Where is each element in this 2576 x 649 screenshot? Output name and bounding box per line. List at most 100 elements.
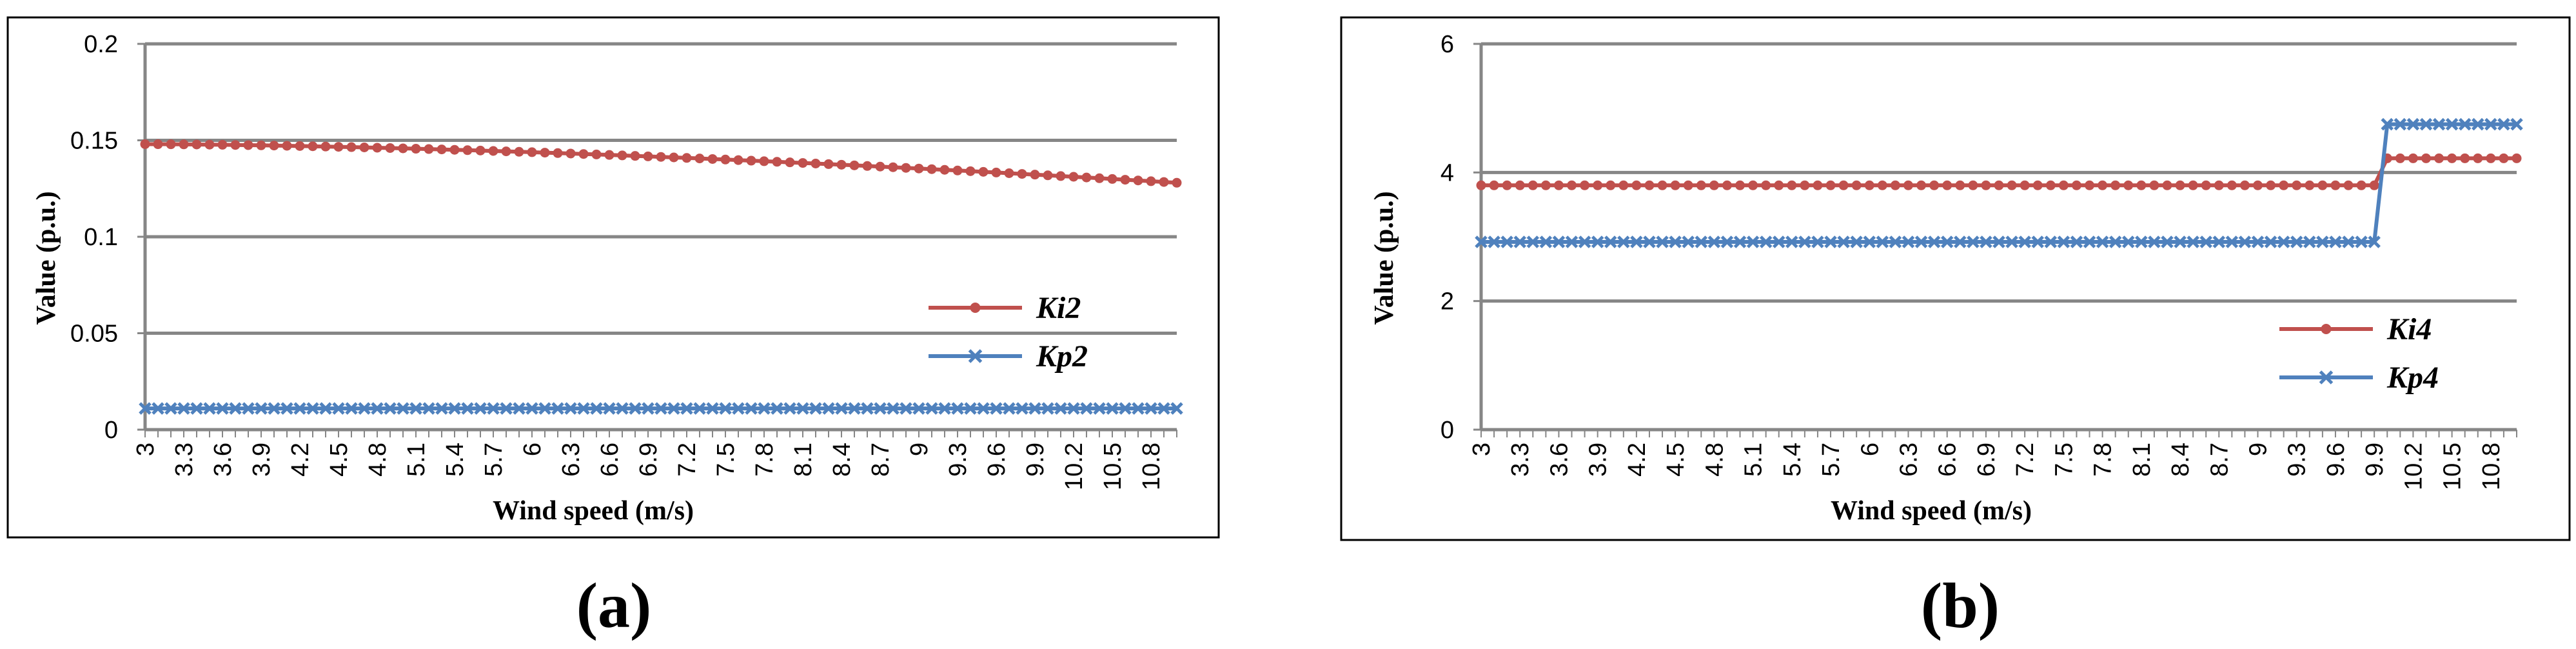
data-point-Ki4 — [2123, 180, 2134, 190]
x-tick-label: 6 — [1856, 443, 1883, 456]
data-point-Ki4 — [1502, 180, 1512, 190]
x-tick-label: 5.7 — [480, 443, 507, 477]
data-point-Kp4 — [2225, 235, 2239, 248]
data-point-Kp2 — [848, 402, 861, 415]
data-point-Kp4 — [1604, 235, 1617, 248]
x-tick-label: 9.6 — [2323, 443, 2350, 477]
data-point-Ki2 — [604, 150, 615, 160]
data-point-Kp4 — [2135, 235, 2148, 248]
x-tick-label: 10.8 — [1138, 443, 1165, 490]
data-point-Ki4 — [2408, 153, 2418, 163]
data-point-Ki2 — [669, 152, 679, 163]
data-point-Ki4 — [1735, 180, 1745, 190]
data-point-Kp4 — [1656, 235, 1669, 248]
data-point-Ki4 — [2214, 180, 2224, 190]
data-point-Ki2 — [1017, 169, 1027, 179]
data-point-Ki4 — [1955, 180, 1965, 190]
data-point-Ki4 — [1631, 180, 1642, 190]
data-point-Kp2 — [874, 402, 887, 415]
x-tick-label: 3 — [1468, 443, 1495, 456]
data-point-Kp4 — [2472, 117, 2484, 131]
data-point-Ki4 — [1748, 180, 1758, 190]
data-point-Ki2 — [1043, 170, 1053, 181]
x-tick-label: 6.9 — [635, 443, 662, 477]
data-point-Ki2 — [617, 150, 627, 161]
chart-a-frame — [6, 16, 1220, 539]
data-point-Kp4 — [1876, 235, 1889, 248]
data-point-Ki2 — [1107, 174, 1117, 184]
data-point-Ki2 — [320, 141, 331, 152]
data-point-Ki2 — [475, 145, 486, 155]
data-point-Ki2 — [192, 139, 202, 150]
x-tick-label: 9.3 — [2284, 443, 2311, 477]
data-point-Ki4 — [1851, 180, 1862, 190]
x-tick-label: 8.4 — [829, 443, 856, 477]
x-tick-label: 5.7 — [1818, 443, 1845, 477]
data-point-Kp4 — [1772, 235, 1785, 248]
data-point-Kp2 — [693, 402, 706, 415]
data-point-Ki2 — [424, 144, 434, 154]
data-point-Kp2 — [835, 402, 848, 415]
data-point-Ki2 — [1146, 176, 1156, 186]
data-point-Ki2 — [333, 142, 344, 152]
data-point-Ki4 — [1787, 180, 1797, 190]
data-point-Kp2 — [487, 402, 500, 415]
y-tick-label: 0 — [1440, 417, 1454, 444]
legend-marker-Kp4 — [2319, 370, 2334, 384]
data-point-Ki2 — [501, 146, 511, 157]
data-point-Ki4 — [1903, 180, 1913, 190]
data-point-Kp4 — [1746, 235, 1760, 248]
data-point-Ki4 — [1864, 180, 1874, 190]
data-point-Kp2 — [358, 402, 371, 415]
data-point-Ki2 — [1120, 175, 1130, 185]
data-point-Kp2 — [306, 402, 319, 415]
data-point-Ki2 — [785, 157, 795, 168]
data-point-Ki4 — [2395, 153, 2405, 163]
chart-b-grid — [1481, 42, 2517, 303]
data-point-Kp4 — [1591, 235, 1604, 248]
legend-label-Ki4: Ki4 — [2386, 312, 2432, 346]
data-point-Ki2 — [630, 151, 640, 161]
data-point-Kp4 — [1902, 235, 1915, 248]
data-point-Kp4 — [2419, 117, 2433, 131]
chart-b-x-ticks: 3 3.3 3.6 3.9 4.2 4.5 4.8 5.1 5.4 5.7 6 6.3 6.6 6.9 7.… — [1468, 443, 2505, 490]
data-point-Ki4 — [1774, 180, 1784, 190]
data-point-Kp2 — [822, 402, 835, 415]
x-tick-label: 9.6 — [983, 443, 1010, 477]
data-point-Ki4 — [2020, 180, 2030, 190]
data-point-Ki2 — [153, 139, 163, 150]
data-point-Kp2 — [951, 402, 964, 415]
data-point-Kp2 — [796, 402, 809, 415]
x-tick-label: 10.8 — [2478, 443, 2505, 490]
chart-b-axes — [1473, 43, 2517, 437]
data-point-Kp4 — [2212, 235, 2226, 248]
data-point-Kp4 — [1669, 235, 1682, 248]
data-point-Kp4 — [2406, 117, 2420, 131]
x-tick-label: 4.2 — [287, 443, 314, 477]
data-point-Ki4 — [1916, 180, 1927, 190]
data-point-Ki2 — [540, 148, 550, 158]
chart-a-axes — [137, 43, 1177, 437]
data-point-Ki2 — [565, 148, 576, 159]
data-point-Kp4 — [2238, 235, 2252, 248]
x-tick-label: 6.6 — [1934, 443, 1961, 477]
data-point-Kp4 — [2044, 235, 2058, 248]
data-point-Ki4 — [2369, 180, 2379, 190]
data-point-Ki4 — [1476, 180, 1486, 190]
data-point-Ki4 — [2292, 180, 2302, 190]
data-point-Kp4 — [1927, 235, 1941, 248]
data-point-Ki2 — [462, 145, 473, 155]
data-point-Kp4 — [2368, 235, 2381, 248]
x-tick-label: 3.3 — [171, 443, 198, 477]
data-point-Ki4 — [2175, 180, 2185, 190]
data-point-Ki4 — [1670, 180, 1680, 190]
data-point-Kp4 — [1850, 235, 1863, 248]
data-point-Kp2 — [887, 402, 900, 415]
data-point-Kp2 — [577, 402, 590, 415]
data-point-Kp4 — [2329, 235, 2342, 248]
data-point-Ki2 — [1081, 172, 1092, 183]
data-point-Kp2 — [384, 402, 397, 415]
data-point-Ki2 — [1172, 177, 1182, 188]
data-point-Kp4 — [2355, 235, 2368, 248]
